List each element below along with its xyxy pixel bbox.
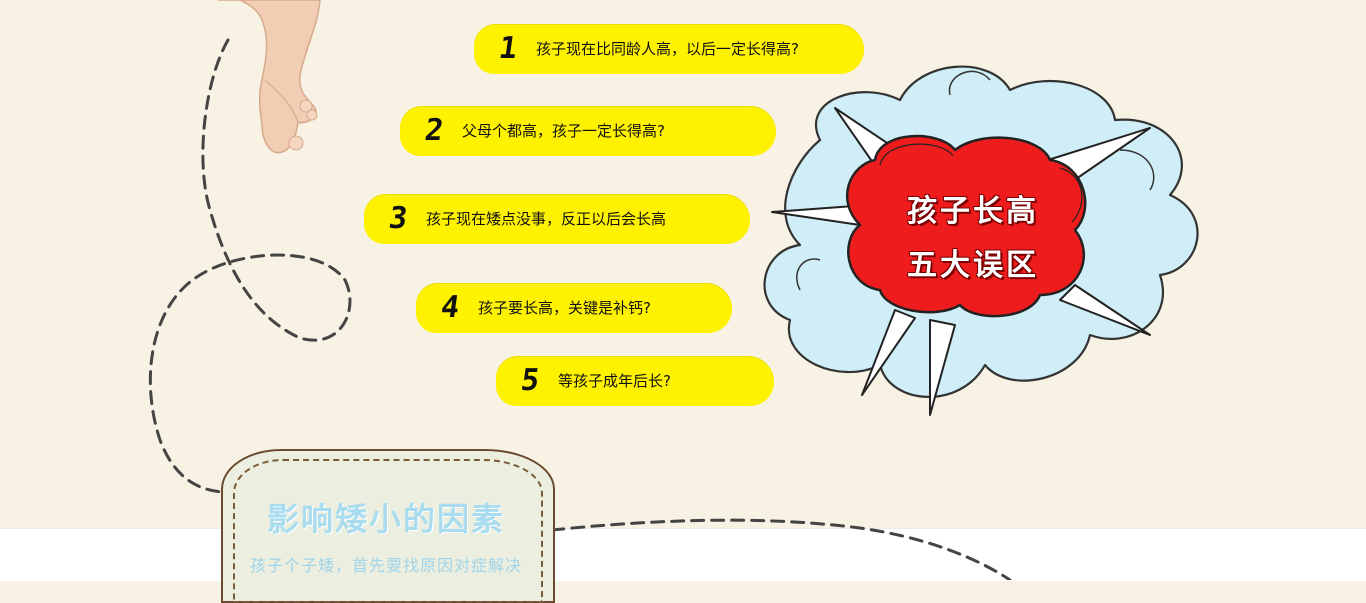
myth-text: 孩子现在矮点没事，反正以后会长高 — [426, 210, 667, 228]
myth-item-4: 4 孩子要长高，关键是补钙? — [416, 283, 732, 333]
myth-item-1: 1 孩子现在比同龄人高，以后一定长得高? — [474, 24, 864, 74]
myth-text: 孩子现在比同龄人高，以后一定长得高? — [536, 40, 799, 58]
myth-item-2: 2 父母个都高，孩子一定长得高? — [400, 106, 776, 156]
section-divider-strip — [0, 528, 1366, 581]
badge-title-line1: 孩子长高 — [907, 194, 1039, 229]
factors-subtitle: 孩子个子矮，首先要找原因对症解决 — [249, 556, 522, 575]
myth-number: 5 — [518, 363, 542, 398]
factors-title: 影响矮小的因素 — [266, 500, 505, 538]
myth-text: 父母个都高，孩子一定长得高? — [462, 122, 665, 140]
myth-item-3: 3 孩子现在矮点没事，反正以后会长高 — [364, 194, 750, 244]
myth-number: 4 — [438, 290, 462, 325]
myth-number: 3 — [386, 201, 410, 236]
myth-number: 2 — [422, 113, 446, 148]
myth-item-5: 5 等孩子成年后长? — [496, 356, 774, 406]
content-background — [0, 0, 1366, 528]
badge-title-line2: 五大误区 — [907, 248, 1039, 283]
myth-text: 孩子要长高，关键是补钙? — [478, 299, 651, 317]
myth-text: 等孩子成年后长? — [558, 372, 671, 390]
myth-number: 1 — [496, 31, 520, 66]
